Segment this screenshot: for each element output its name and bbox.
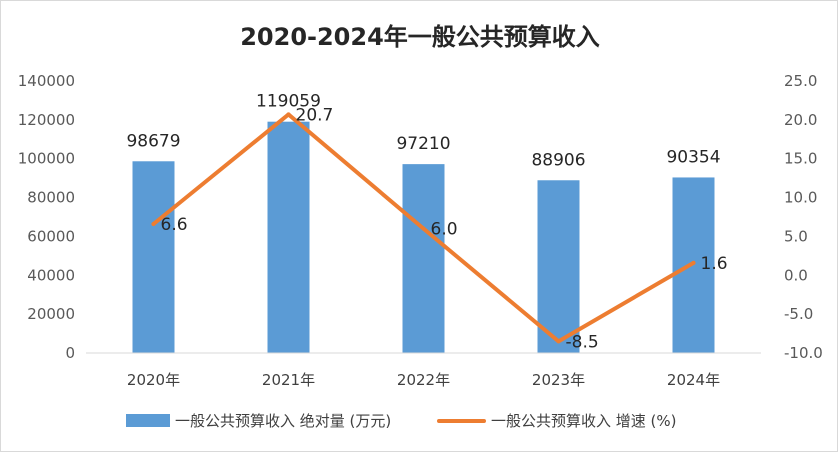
right-tick-label: 0.0 <box>784 266 808 284</box>
left-tick-label: 20000 <box>27 305 75 323</box>
left-tick-label: 80000 <box>27 189 75 207</box>
right-tick-label: 25.0 <box>784 72 817 90</box>
bar <box>672 177 715 353</box>
line-series <box>151 112 696 344</box>
legend: 一般公共预算收入 绝对量 (万元) 一般公共预算收入 增速 (%) <box>126 412 677 430</box>
bar-value-label: 98679 <box>126 131 180 151</box>
line-point <box>286 112 291 117</box>
bar-series <box>132 121 715 354</box>
left-tick-label: 140000 <box>18 72 75 90</box>
bar-value-label: 119059 <box>256 92 321 112</box>
left-tick-label: 60000 <box>27 227 75 245</box>
bar <box>537 180 580 353</box>
right-tick-label: -5.0 <box>784 305 813 323</box>
left-tick-label: 120000 <box>18 111 75 129</box>
left-tick-label: 0 <box>65 344 75 362</box>
left-tick-label: 100000 <box>18 150 75 168</box>
x-tick-label: 2022年 <box>397 371 450 389</box>
line-value-label: 6.6 <box>161 215 188 235</box>
x-axis: 2020年 2021年 2022年 2023年 2024年 <box>86 352 761 389</box>
legend-line-label: 一般公共预算收入 增速 (%) <box>491 412 677 430</box>
line-point <box>691 260 696 265</box>
right-tick-label: 15.0 <box>784 150 817 168</box>
line-point <box>421 226 426 231</box>
line-point <box>151 221 156 226</box>
legend-bar-swatch <box>126 414 170 427</box>
bar-value-label: 88906 <box>531 150 585 170</box>
right-axis: -10.0 -5.0 0.0 5.0 10.0 15.0 20.0 25.0 <box>784 72 823 362</box>
chart-title: 2020-2024年一般公共预算收入 <box>240 23 600 51</box>
bar <box>402 164 445 353</box>
line-value-label: -8.5 <box>566 332 599 352</box>
line-value-label: 6.0 <box>431 220 458 240</box>
legend-bar-label: 一般公共预算收入 绝对量 (万元) <box>175 412 391 430</box>
data-labels: 98679 119059 97210 88906 90354 6.6 20.7 6.0 -8.5… <box>126 92 727 353</box>
right-tick-label: -10.0 <box>784 344 823 362</box>
x-tick-label: 2023年 <box>532 371 585 389</box>
right-tick-label: 10.0 <box>784 189 817 207</box>
line-value-label: 20.7 <box>296 105 334 125</box>
x-tick-label: 2021年 <box>262 371 315 389</box>
right-tick-label: 5.0 <box>784 227 808 245</box>
left-axis: 0 20000 40000 60000 80000 100000 120000 140000 <box>18 72 75 362</box>
bar <box>132 161 175 353</box>
line-point <box>556 339 561 344</box>
left-tick-label: 40000 <box>27 266 75 284</box>
bar-value-label: 97210 <box>396 134 450 154</box>
x-tick-label: 2020年 <box>127 371 180 389</box>
line-value-label: 1.6 <box>701 254 728 274</box>
x-tick-label: 2024年 <box>667 371 720 389</box>
right-tick-label: 20.0 <box>784 111 817 129</box>
bar-value-label: 90354 <box>666 147 720 167</box>
bar <box>267 121 310 354</box>
